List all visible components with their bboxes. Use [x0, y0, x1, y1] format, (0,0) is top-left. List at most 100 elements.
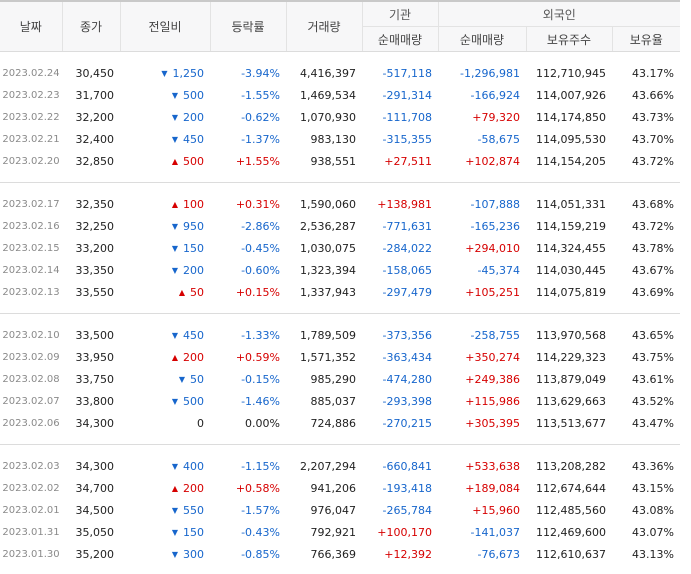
cell-ratio: 43.72% [632, 219, 674, 233]
cell-change: ▼ 400 [120, 455, 210, 477]
cell-change: ▲ 100 [120, 193, 210, 215]
table-row: 2023.02.14 33,350 ▼ 200 -0.60% 1,323,394 -158,… [0, 259, 680, 281]
cell-change: ▼ 200 [120, 106, 210, 128]
change-value: 200 [183, 481, 204, 495]
cell-close: 32,250 [75, 219, 115, 233]
cell-foreign-net: +294,010 [465, 241, 520, 255]
cell-date: 2023.02.13 [2, 286, 60, 298]
cell-volume: 1,337,943 [300, 285, 356, 299]
cell-close: 33,950 [75, 350, 115, 364]
cell-volume: 792,921 [310, 525, 357, 539]
cell-date: 2023.02.20 [2, 155, 60, 167]
table-row: 2023.02.10 33,500 ▼ 450 -1.33% 1,789,509 -373,… [0, 324, 680, 346]
triangle-down-icon: ▼ [171, 527, 178, 537]
cell-date: 2023.02.09 [2, 351, 60, 363]
cell-inst-net: -265,784 [382, 503, 432, 517]
cell-close: 33,550 [75, 285, 115, 299]
cell-foreign-net: -58,675 [477, 132, 520, 146]
cell-rate: +1.55% [235, 154, 280, 168]
cell-change: ▼ 150 [120, 237, 210, 259]
cell-change: 0 [120, 412, 210, 434]
change-value: 300 [183, 547, 204, 561]
cell-ratio: 43.47% [632, 416, 674, 430]
cell-shares: 114,229,323 [536, 350, 606, 364]
cell-shares: 113,513,677 [536, 416, 606, 430]
cell-inst-net: -291,314 [382, 88, 432, 102]
cell-foreign-net: +350,274 [465, 350, 520, 364]
group-divider [0, 172, 680, 183]
cell-inst-net: -315,355 [382, 132, 432, 146]
cell-foreign-net: -45,374 [477, 263, 520, 277]
cell-shares: 114,095,530 [536, 132, 606, 146]
cell-close: 32,200 [75, 110, 115, 124]
group-header-institution: 기관 [362, 1, 439, 27]
cell-shares: 112,485,560 [536, 503, 606, 517]
cell-shares: 114,324,455 [536, 241, 606, 255]
cell-date: 2023.02.24 [2, 67, 60, 79]
cell-ratio: 43.69% [632, 285, 674, 299]
triangle-down-icon: ▼ [171, 90, 178, 100]
cell-inst-net: -373,356 [382, 328, 432, 342]
cell-close: 34,700 [75, 481, 115, 495]
cell-date: 2023.02.21 [2, 133, 60, 145]
cell-foreign-net: +533,638 [465, 459, 520, 473]
cell-date: 2023.02.17 [2, 198, 60, 210]
cell-rate: 0.00% [245, 416, 280, 430]
cell-close: 35,050 [75, 525, 115, 539]
cell-close: 34,300 [75, 459, 115, 473]
change-value: 450 [183, 328, 204, 342]
cell-volume: 976,047 [310, 503, 357, 517]
cell-volume: 985,290 [310, 372, 357, 386]
cell-foreign-net: -76,673 [477, 547, 520, 561]
cell-foreign-net: -1,296,981 [460, 66, 520, 80]
triangle-down-icon: ▼ [171, 221, 178, 231]
cell-inst-net: +12,392 [384, 547, 432, 561]
cell-close: 33,200 [75, 241, 115, 255]
change-value: 0 [197, 416, 204, 430]
cell-foreign-net: +189,084 [465, 481, 520, 495]
cell-inst-net: -111,708 [382, 110, 432, 124]
cell-date: 2023.01.31 [2, 526, 60, 538]
group-header-foreign: 외국인 [438, 1, 680, 27]
triangle-down-icon: ▼ [171, 243, 178, 253]
cell-ratio: 43.65% [632, 328, 674, 342]
cell-change: ▼ 450 [120, 324, 210, 346]
col-header-foreign-net: 순매매량 [438, 26, 527, 52]
table-row: 2023.02.07 33,800 ▼ 500 -1.46% 885,037 -293,39… [0, 390, 680, 412]
cell-foreign-net: +115,986 [465, 394, 520, 408]
cell-volume: 1,590,060 [300, 197, 356, 211]
cell-volume: 1,070,930 [300, 110, 356, 124]
cell-shares: 114,051,331 [536, 197, 606, 211]
cell-foreign-net: +305,395 [465, 416, 520, 430]
table-row: 2023.02.17 32,350 ▲ 100 +0.31% 1,590,060 +138,… [0, 193, 680, 215]
cell-change: ▲ 200 [120, 346, 210, 368]
cell-date: 2023.02.01 [2, 504, 60, 516]
cell-rate: -0.43% [241, 525, 280, 539]
triangle-down-icon: ▼ [171, 396, 178, 406]
cell-foreign-net: +105,251 [465, 285, 520, 299]
cell-change: ▼ 500 [120, 390, 210, 412]
cell-volume: 1,571,352 [300, 350, 356, 364]
cell-date: 2023.02.10 [2, 329, 60, 341]
cell-close: 32,400 [75, 132, 115, 146]
cell-ratio: 43.52% [632, 394, 674, 408]
cell-ratio: 43.15% [632, 481, 674, 495]
cell-date: 2023.02.03 [2, 460, 60, 472]
cell-foreign-net: -107,888 [470, 197, 520, 211]
cell-change: ▼ 300 [120, 543, 210, 565]
cell-close: 32,350 [75, 197, 115, 211]
triangle-down-icon: ▼ [171, 112, 178, 122]
cell-rate: -0.15% [241, 372, 280, 386]
change-value: 500 [183, 394, 204, 408]
cell-close: 34,300 [75, 416, 115, 430]
cell-close: 30,450 [75, 66, 115, 80]
cell-change: ▼ 450 [120, 128, 210, 150]
cell-ratio: 43.13% [632, 547, 674, 561]
cell-change: ▼ 150 [120, 521, 210, 543]
triangle-down-icon: ▼ [171, 505, 178, 515]
change-value: 500 [183, 154, 204, 168]
cell-foreign-net: +15,960 [472, 503, 520, 517]
cell-rate: -1.37% [241, 132, 280, 146]
table-body: 2023.02.24 30,450 ▼ 1,250 -3.94% 4,416,397 -51… [0, 52, 680, 566]
cell-inst-net: -771,631 [382, 219, 432, 233]
